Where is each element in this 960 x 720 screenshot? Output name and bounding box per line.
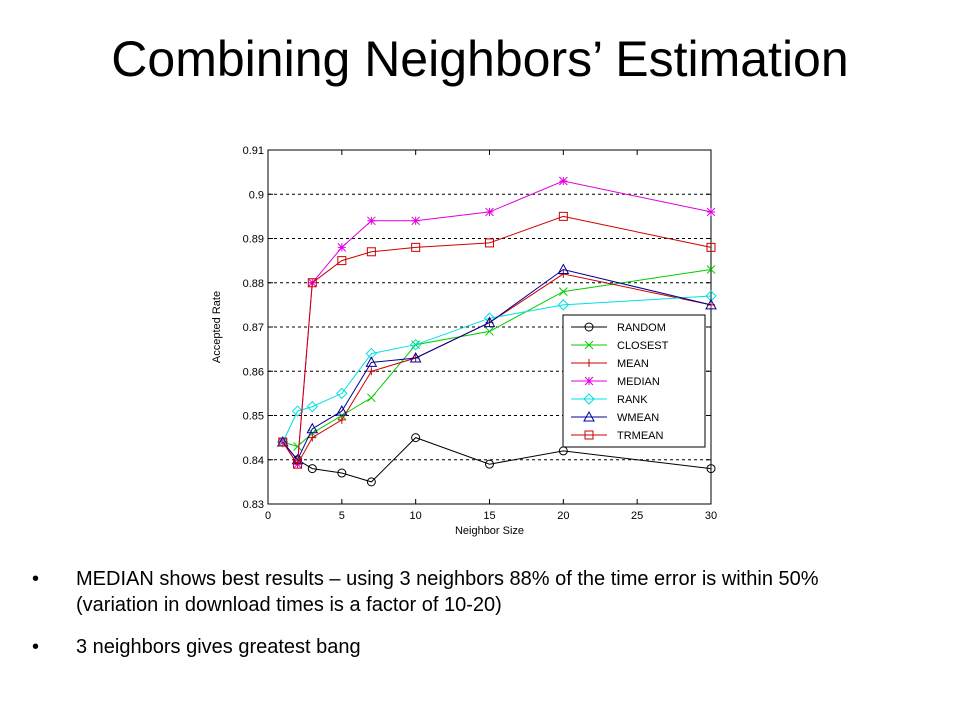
data-point-closest (558, 287, 568, 296)
y-tick-label: 0.85 (243, 411, 264, 423)
bullet-item: • 3 neighbors gives greatest bang (32, 634, 896, 660)
y-tick-label: 0.9 (249, 189, 264, 201)
data-point-random (706, 464, 716, 474)
data-point-median (485, 207, 494, 217)
data-point-median (411, 216, 421, 226)
legend-marker (585, 359, 593, 367)
legend-entry-rank: RANK (571, 393, 648, 406)
legend-label: CLOSEST (617, 340, 669, 352)
bullet-dot-icon: • (32, 568, 40, 590)
series-trmean (278, 211, 716, 469)
data-point-wmean (409, 351, 422, 363)
bullet-list: • MEDIAN shows best results – using 3 nei… (32, 566, 896, 676)
bullet-text: MEDIAN shows best results – using 3 neig… (76, 568, 819, 616)
series-line-wmean (282, 268, 712, 461)
legend-entry-closest: CLOSEST (571, 340, 669, 352)
data-point-median (706, 207, 716, 217)
y-tick-label: 0.89 (243, 234, 264, 246)
accepted-rate-line-chart: 0.83 0.84 0.85 0.86 0.87 0.88 0.89 0.9 0.91 0 5 10 1… (211, 145, 717, 537)
legend-entry-wmean: WMEAN (571, 410, 659, 424)
data-point-wmean (335, 405, 348, 416)
data-point-trmean (558, 211, 568, 221)
data-point-random (337, 468, 347, 478)
legend-entry-median: MEDIAN (571, 376, 660, 388)
data-point-trmean (485, 238, 494, 248)
series-line-trmean (282, 215, 712, 466)
plot-frame (267, 149, 712, 505)
data-point-wmean (365, 356, 378, 367)
x-tick-label: 0 (265, 510, 271, 522)
data-point-closest (293, 442, 302, 451)
x-tick-label: 15 (483, 510, 495, 522)
legend-entry-random: RANDOM (571, 322, 666, 334)
data-point-random (485, 459, 494, 469)
y-tick-label: 0.86 (243, 366, 264, 378)
x-tick-label: 20 (557, 510, 569, 522)
data-point-random (307, 464, 317, 474)
data-point-rank (336, 387, 348, 400)
data-point-trmean (366, 247, 376, 257)
legend-label: TRMEAN (617, 430, 664, 442)
data-point-median (367, 216, 376, 226)
x-tick-label: 25 (631, 510, 643, 522)
slide-title: Combining Neighbors’ Estimation (111, 31, 849, 87)
bullet-text: 3 neighbors gives greatest bang (76, 636, 361, 658)
data-point-mean (308, 433, 317, 442)
legend-entry-trmean: TRMEAN (571, 430, 664, 442)
data-point-rank (306, 400, 319, 413)
data-point-random (411, 433, 421, 443)
data-point-trmean (278, 437, 288, 447)
bullet-dot-icon: • (32, 636, 40, 658)
y-axis-label: Accepted Rate (211, 291, 223, 363)
x-tick-label: 5 (339, 510, 345, 522)
data-point-mean (337, 415, 346, 424)
data-point-trmean (307, 278, 317, 288)
legend-marker (584, 340, 594, 350)
legend-label: MEDIAN (617, 376, 660, 388)
legend-marker (583, 393, 595, 405)
data-point-median (558, 176, 568, 186)
legend-marker (583, 410, 595, 422)
data-point-random (366, 477, 376, 487)
data-point-rank (557, 299, 570, 311)
legend-marker (584, 322, 594, 332)
y-tick-label: 0.83 (243, 499, 264, 511)
x-tick-label: 30 (705, 510, 717, 522)
data-point-mean (367, 367, 376, 376)
legend-label: RANK (617, 394, 648, 406)
data-point-rank (277, 436, 289, 448)
legend-marker (584, 376, 594, 386)
data-point-rank (409, 338, 422, 351)
legend-label: WMEAN (617, 412, 659, 424)
data-point-rank (291, 405, 304, 417)
data-point-trmean (293, 459, 303, 469)
data-point-wmean (705, 298, 717, 310)
data-point-trmean (706, 242, 716, 252)
data-point-trmean (337, 256, 347, 266)
y-tick-label: 0.84 (243, 455, 264, 467)
data-point-rank (705, 290, 717, 302)
data-point-median (337, 242, 347, 252)
legend-marker (584, 430, 594, 440)
data-point-rank (365, 347, 378, 360)
data-point-wmean (483, 316, 496, 328)
y-tick-label: 0.91 (243, 145, 264, 157)
data-point-trmean (411, 242, 421, 252)
legend-label: MEAN (617, 358, 649, 370)
data-point-closest (706, 265, 716, 274)
legend-entry-mean: MEAN (571, 358, 649, 370)
y-tick-label: 0.88 (243, 278, 264, 290)
data-point-closest (485, 327, 494, 336)
data-point-wmean (306, 422, 319, 434)
x-axis-label: Neighbor Size (455, 525, 524, 537)
bullet-item: • MEDIAN shows best results – using 3 nei… (32, 566, 896, 618)
y-tick-label: 0.87 (243, 322, 264, 334)
x-tick-label: 10 (410, 510, 422, 522)
legend-label: RANDOM (617, 322, 666, 334)
data-point-wmean (557, 263, 570, 274)
data-point-closest (367, 393, 376, 403)
